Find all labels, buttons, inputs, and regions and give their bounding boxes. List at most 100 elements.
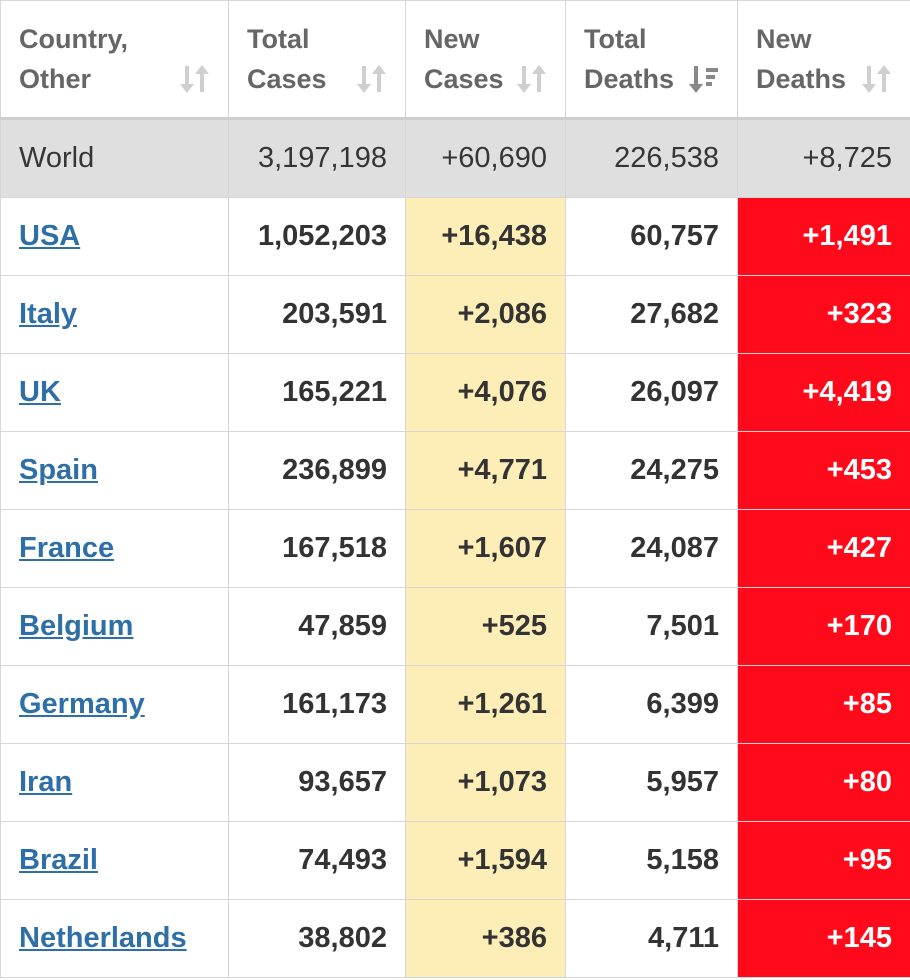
total-deaths-cell: 6,399 xyxy=(565,665,738,744)
country-cell: UK xyxy=(0,353,229,432)
table-row: Germany 161,173 +1,261 6,399 +85 xyxy=(0,665,910,744)
new-deaths-cell: +80 xyxy=(737,743,910,822)
header-total-deaths-line1: Total xyxy=(584,24,647,54)
country-cell: Netherlands xyxy=(0,899,229,978)
sort-both-icon[interactable] xyxy=(517,63,547,95)
table-row: UK 165,221 +4,076 26,097 +4,419 xyxy=(0,353,910,432)
new-deaths-cell: +85 xyxy=(737,665,910,744)
total-cases-cell: 47,859 xyxy=(228,587,406,666)
total-deaths-cell: 27,682 xyxy=(565,275,738,354)
header-new-cases-line2: Cases xyxy=(424,64,504,94)
table-row: France 167,518 +1,607 24,087 +427 xyxy=(0,509,910,588)
total-deaths-cell: 26,097 xyxy=(565,353,738,432)
country-link[interactable]: USA xyxy=(19,220,81,252)
country-link[interactable]: Germany xyxy=(19,688,145,720)
country-link[interactable]: Brazil xyxy=(19,844,98,876)
header-total-deaths-line2: Deaths xyxy=(584,64,675,94)
total-cases-cell: 93,657 xyxy=(228,743,406,822)
new-cases-cell: +16,438 xyxy=(405,197,566,276)
new-cases-cell: +4,771 xyxy=(405,431,566,510)
total-deaths-cell: 5,158 xyxy=(565,821,738,900)
new-deaths-cell: +323 xyxy=(737,275,910,354)
country-link[interactable]: Iran xyxy=(19,766,73,798)
country-link[interactable]: France xyxy=(19,532,115,564)
country-cell: Iran xyxy=(0,743,229,822)
new-deaths-cell: +4,419 xyxy=(737,353,910,432)
header-new-deaths-line1: New xyxy=(756,24,812,54)
table-row: Iran 93,657 +1,073 5,957 +80 xyxy=(0,743,910,822)
table-row: Brazil 74,493 +1,594 5,158 +95 xyxy=(0,821,910,900)
world-new-deaths-cell: +8,725 xyxy=(737,118,910,198)
country-link[interactable]: Belgium xyxy=(19,610,134,642)
sort-both-icon[interactable] xyxy=(180,63,210,95)
header-new-cases-line1: New xyxy=(424,24,480,54)
table-header: Country, Other Total Cases New Cases xyxy=(0,0,910,120)
country-cell: France xyxy=(0,509,229,588)
new-cases-cell: +386 xyxy=(405,899,566,978)
header-row: Country, Other Total Cases New Cases xyxy=(0,0,910,120)
table-row: USA 1,052,203 +16,438 60,757 +1,491 xyxy=(0,197,910,276)
new-cases-cell: +1,607 xyxy=(405,509,566,588)
header-new-cases[interactable]: New Cases xyxy=(405,0,566,120)
total-cases-cell: 167,518 xyxy=(228,509,406,588)
world-total-row: World 3,197,198 +60,690 226,538 +8,725 xyxy=(0,118,910,198)
new-cases-cell: +525 xyxy=(405,587,566,666)
total-cases-cell: 74,493 xyxy=(228,821,406,900)
total-cases-cell: 165,221 xyxy=(228,353,406,432)
country-cell: Brazil xyxy=(0,821,229,900)
country-cell: Germany xyxy=(0,665,229,744)
total-cases-cell: 1,052,203 xyxy=(228,197,406,276)
sort-both-icon[interactable] xyxy=(862,63,892,95)
new-deaths-cell: +1,491 xyxy=(737,197,910,276)
header-total-cases-line1: Total xyxy=(247,24,310,54)
country-link[interactable]: UK xyxy=(19,376,61,408)
country-link[interactable]: Italy xyxy=(19,298,78,330)
total-deaths-cell: 24,087 xyxy=(565,509,738,588)
total-cases-cell: 203,591 xyxy=(228,275,406,354)
total-deaths-cell: 5,957 xyxy=(565,743,738,822)
header-country-line2: Other xyxy=(19,64,92,94)
new-cases-cell: +1,073 xyxy=(405,743,566,822)
header-country[interactable]: Country, Other xyxy=(0,0,229,120)
header-new-deaths[interactable]: New Deaths xyxy=(737,0,910,120)
total-cases-cell: 236,899 xyxy=(228,431,406,510)
country-link[interactable]: Netherlands xyxy=(19,922,187,954)
sort-desc-icon[interactable] xyxy=(689,63,719,95)
new-cases-cell: +2,086 xyxy=(405,275,566,354)
sort-both-icon[interactable] xyxy=(357,63,387,95)
header-total-cases[interactable]: Total Cases xyxy=(228,0,406,120)
world-country-cell: World xyxy=(0,118,229,198)
header-country-line1: Country, xyxy=(19,24,128,54)
new-cases-cell: +1,261 xyxy=(405,665,566,744)
table-row: Italy 203,591 +2,086 27,682 +323 xyxy=(0,275,910,354)
country-cell: Belgium xyxy=(0,587,229,666)
table-row: Spain 236,899 +4,771 24,275 +453 xyxy=(0,431,910,510)
new-deaths-cell: +145 xyxy=(737,899,910,978)
total-cases-cell: 38,802 xyxy=(228,899,406,978)
new-cases-cell: +4,076 xyxy=(405,353,566,432)
table-row: Netherlands 38,802 +386 4,711 +145 xyxy=(0,899,910,978)
world-total-deaths-cell: 226,538 xyxy=(565,118,738,198)
total-deaths-cell: 4,711 xyxy=(565,899,738,978)
header-total-deaths[interactable]: Total Deaths xyxy=(565,0,738,120)
new-deaths-cell: +170 xyxy=(737,587,910,666)
table-body: World 3,197,198 +60,690 226,538 +8,725 U… xyxy=(0,118,910,978)
header-total-cases-line2: Cases xyxy=(247,64,327,94)
total-cases-cell: 161,173 xyxy=(228,665,406,744)
total-deaths-cell: 24,275 xyxy=(565,431,738,510)
new-deaths-cell: +453 xyxy=(737,431,910,510)
new-deaths-cell: +427 xyxy=(737,509,910,588)
table-row: Belgium 47,859 +525 7,501 +170 xyxy=(0,587,910,666)
country-cell: Spain xyxy=(0,431,229,510)
new-cases-cell: +1,594 xyxy=(405,821,566,900)
world-new-cases-cell: +60,690 xyxy=(405,118,566,198)
total-deaths-cell: 7,501 xyxy=(565,587,738,666)
header-new-deaths-line2: Deaths xyxy=(756,64,847,94)
new-deaths-cell: +95 xyxy=(737,821,910,900)
country-cell: USA xyxy=(0,197,229,276)
world-total-cases-cell: 3,197,198 xyxy=(228,118,406,198)
total-deaths-cell: 60,757 xyxy=(565,197,738,276)
country-cell: Italy xyxy=(0,275,229,354)
country-link[interactable]: Spain xyxy=(19,454,98,486)
